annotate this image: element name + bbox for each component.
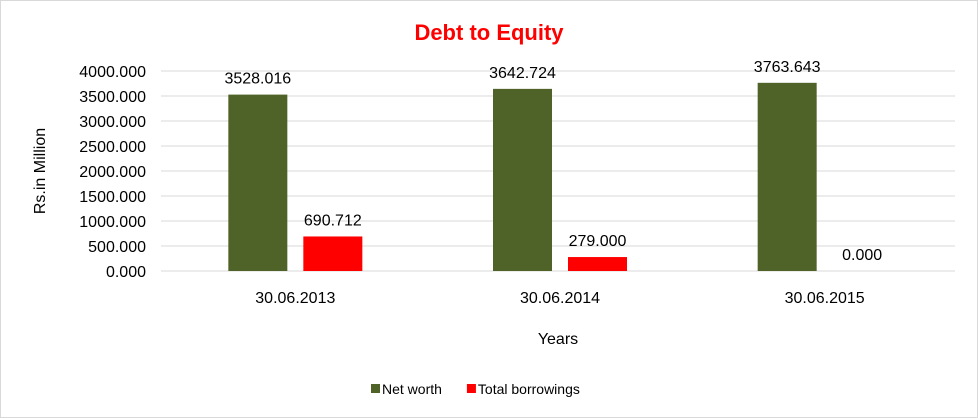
- bar-net-worth: [757, 82, 817, 272]
- data-label: 0.000: [842, 247, 882, 264]
- bars: 3528.016 690.712 3642.724 279.000 3763.643 0.…: [224, 59, 882, 272]
- data-label: 3528.016: [224, 71, 291, 88]
- y-tick-label: 2500.000: [79, 139, 146, 156]
- legend-swatch: [371, 384, 380, 393]
- bar-net-worth: [493, 88, 552, 271]
- y-tick-label: 1000.000: [79, 214, 146, 231]
- bar-net-worth: [228, 94, 288, 271]
- y-tick-label: 0.000: [106, 264, 146, 281]
- x-tick-labels: 30.06.2013 30.06.2014 30.06.2015: [255, 290, 865, 307]
- chart-title: Debt to Equity: [414, 20, 564, 45]
- data-label: 279.000: [569, 233, 627, 250]
- data-label: 3642.724: [489, 65, 556, 82]
- y-axis-label: Rs.in Million: [32, 128, 49, 214]
- y-tick-label: 1500.000: [79, 189, 146, 206]
- legend-swatch: [466, 384, 476, 393]
- x-tick-label: 30.06.2014: [520, 290, 600, 307]
- x-tick-label: 30.06.2015: [785, 290, 865, 307]
- y-tick-labels: 0.000 500.000 1000.000 1500.000 2000.000 2500…: [79, 64, 146, 281]
- x-axis-label: Years: [538, 331, 578, 348]
- data-label: 690.712: [304, 212, 362, 229]
- y-tick-label: 2000.000: [79, 164, 146, 181]
- y-tick-label: 3500.000: [79, 89, 146, 106]
- gridlines: [161, 70, 955, 272]
- bar-total-borrowings: [568, 257, 627, 271]
- bar-total-borrowings: [303, 236, 363, 271]
- y-tick-label: 500.000: [88, 239, 146, 256]
- legend-label: Net worth: [382, 381, 442, 397]
- legend-label: Total borrowings: [478, 381, 580, 397]
- y-tick-label: 3000.000: [79, 114, 146, 131]
- data-label: 3763.643: [754, 59, 821, 76]
- x-tick-label: 30.06.2013: [255, 290, 335, 307]
- legend: Net worth Total borrowings: [371, 381, 580, 397]
- y-tick-label: 4000.000: [79, 64, 146, 81]
